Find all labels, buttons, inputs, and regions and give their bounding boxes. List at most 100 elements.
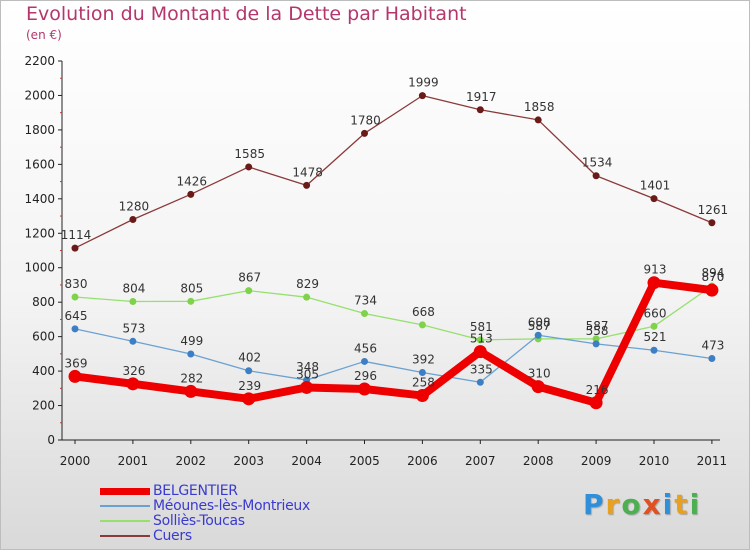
data-point-m-ounes-l-s-montrieux <box>418 368 426 376</box>
data-point-belgentier <box>589 396 603 410</box>
data-point-belgentier <box>300 380 314 394</box>
data-label-belgentier: 913 <box>644 263 667 277</box>
logo-letter: P <box>583 488 606 521</box>
data-label-m-ounes-l-s-montrieux: 456 <box>354 341 377 355</box>
data-label-m-ounes-l-s-montrieux: 335 <box>470 362 493 376</box>
data-point-belgentier <box>415 389 429 403</box>
logo-letter: t <box>674 488 690 521</box>
y-tick-label: 400 <box>32 364 55 378</box>
data-point-m-ounes-l-s-montrieux <box>650 346 658 354</box>
data-label-cuers: 1917 <box>466 90 497 104</box>
legend-label: BELGENTIER <box>153 483 238 499</box>
data-label-m-ounes-l-s-montrieux: 521 <box>644 330 667 344</box>
data-point-cuers <box>361 129 368 137</box>
y-tick-label: 200 <box>32 399 55 413</box>
data-point-cuers <box>129 215 137 223</box>
data-point-cuers <box>245 163 253 171</box>
data-label-m-ounes-l-s-montrieux: 473 <box>701 339 724 353</box>
chart-subtitle: (en €) <box>26 28 62 42</box>
data-point-solli-s-toucas <box>129 297 137 305</box>
data-label-solli-s-toucas: 894 <box>701 266 724 280</box>
data-label-m-ounes-l-s-montrieux: 392 <box>412 352 435 366</box>
data-label-cuers: 1585 <box>234 147 265 161</box>
data-point-cuers <box>650 195 658 203</box>
data-label-solli-s-toucas: 805 <box>180 281 203 295</box>
series-line-m-ounes-l-s-montrieux <box>74 328 713 383</box>
data-label-cuers: 1426 <box>177 174 208 188</box>
data-label-cuers: 1534 <box>582 156 613 170</box>
x-tick-label: 2004 <box>291 454 322 468</box>
data-point-solli-s-toucas <box>187 297 195 305</box>
data-point-m-ounes-l-s-montrieux <box>592 340 600 348</box>
data-label-m-ounes-l-s-montrieux: 402 <box>238 351 261 365</box>
data-point-m-ounes-l-s-montrieux <box>361 357 368 365</box>
data-point-belgentier <box>126 377 140 391</box>
y-tick-label: 1200 <box>24 226 55 240</box>
data-point-solli-s-toucas <box>592 335 600 343</box>
y-tick-label: 800 <box>32 295 55 309</box>
data-point-solli-s-toucas <box>418 321 426 329</box>
x-tick-label: 2009 <box>581 454 612 468</box>
y-tick-label: 600 <box>32 330 55 344</box>
x-tick-label: 2006 <box>407 454 438 468</box>
data-point-cuers <box>418 92 426 100</box>
data-label-m-ounes-l-s-montrieux: 558 <box>586 324 609 338</box>
data-point-cuers <box>71 244 79 252</box>
logo-letter: i <box>662 488 675 521</box>
data-label-belgentier: 513 <box>470 332 493 346</box>
data-label-cuers: 1780 <box>350 113 381 127</box>
data-label-cuers: 1401 <box>640 179 671 193</box>
data-point-m-ounes-l-s-montrieux <box>187 350 195 358</box>
data-point-belgentier <box>68 369 82 383</box>
line-chart: 0 200 400 600 800 1000 1200 1400 1600 1800 2000 220… <box>24 54 729 468</box>
data-point-solli-s-toucas <box>71 293 79 301</box>
data-label-m-ounes-l-s-montrieux: 499 <box>180 334 203 348</box>
x-tick-label: 2007 <box>465 454 496 468</box>
data-label-cuers: 1280 <box>119 199 150 213</box>
y-tick-label: 1000 <box>24 261 55 275</box>
y-tick-label: 1600 <box>24 157 55 171</box>
data-point-belgentier <box>358 382 371 396</box>
x-tick-label: 2001 <box>118 454 149 468</box>
data-label-m-ounes-l-s-montrieux: 645 <box>65 309 88 323</box>
legend-swatch <box>100 535 150 537</box>
x-tick-label: 2011 <box>697 454 728 468</box>
data-point-solli-s-toucas <box>361 310 368 318</box>
logo-letter: o <box>621 488 643 521</box>
data-label-solli-s-toucas: 660 <box>644 306 667 320</box>
data-point-belgentier <box>705 283 719 297</box>
data-point-cuers <box>303 181 311 189</box>
data-label-solli-s-toucas: 587 <box>586 319 609 333</box>
x-tick-label: 2002 <box>176 454 207 468</box>
data-label-solli-s-toucas: 830 <box>65 277 88 291</box>
data-point-solli-s-toucas <box>303 293 311 301</box>
legend-label: Méounes-lès-Montrieux <box>153 498 310 514</box>
proxiti-logo: Proxiti <box>583 488 701 521</box>
y-tick-label: 0 <box>47 433 55 447</box>
data-label-cuers: 1261 <box>698 203 729 217</box>
data-point-solli-s-toucas <box>476 336 484 344</box>
y-tick-label: 1800 <box>24 123 55 137</box>
data-label-m-ounes-l-s-montrieux: 608 <box>528 315 551 329</box>
legend-swatch <box>100 505 150 507</box>
data-label-cuers: 1999 <box>408 76 439 90</box>
data-label-cuers: 1114 <box>61 228 92 242</box>
data-point-solli-s-toucas <box>245 287 253 295</box>
series-line-belgentier <box>71 278 716 407</box>
data-point-m-ounes-l-s-montrieux <box>476 378 484 386</box>
legend-label: Cuers <box>153 528 192 544</box>
data-point-m-ounes-l-s-montrieux <box>129 337 137 345</box>
x-tick-label: 2003 <box>233 454 264 468</box>
data-label-belgentier: 870 <box>701 270 724 284</box>
data-point-cuers <box>708 219 716 227</box>
x-tick-label: 2000 <box>60 454 91 468</box>
data-label-solli-s-toucas: 829 <box>296 277 319 291</box>
logo-letter: r <box>605 488 622 521</box>
data-label-belgentier: 296 <box>354 369 377 383</box>
data-label-m-ounes-l-s-montrieux: 348 <box>296 360 319 374</box>
data-label-belgentier: 369 <box>65 356 88 370</box>
data-point-cuers <box>187 190 195 198</box>
data-label-belgentier: 326 <box>122 364 145 378</box>
data-point-m-ounes-l-s-montrieux <box>708 355 716 363</box>
data-label-belgentier: 282 <box>180 371 203 385</box>
